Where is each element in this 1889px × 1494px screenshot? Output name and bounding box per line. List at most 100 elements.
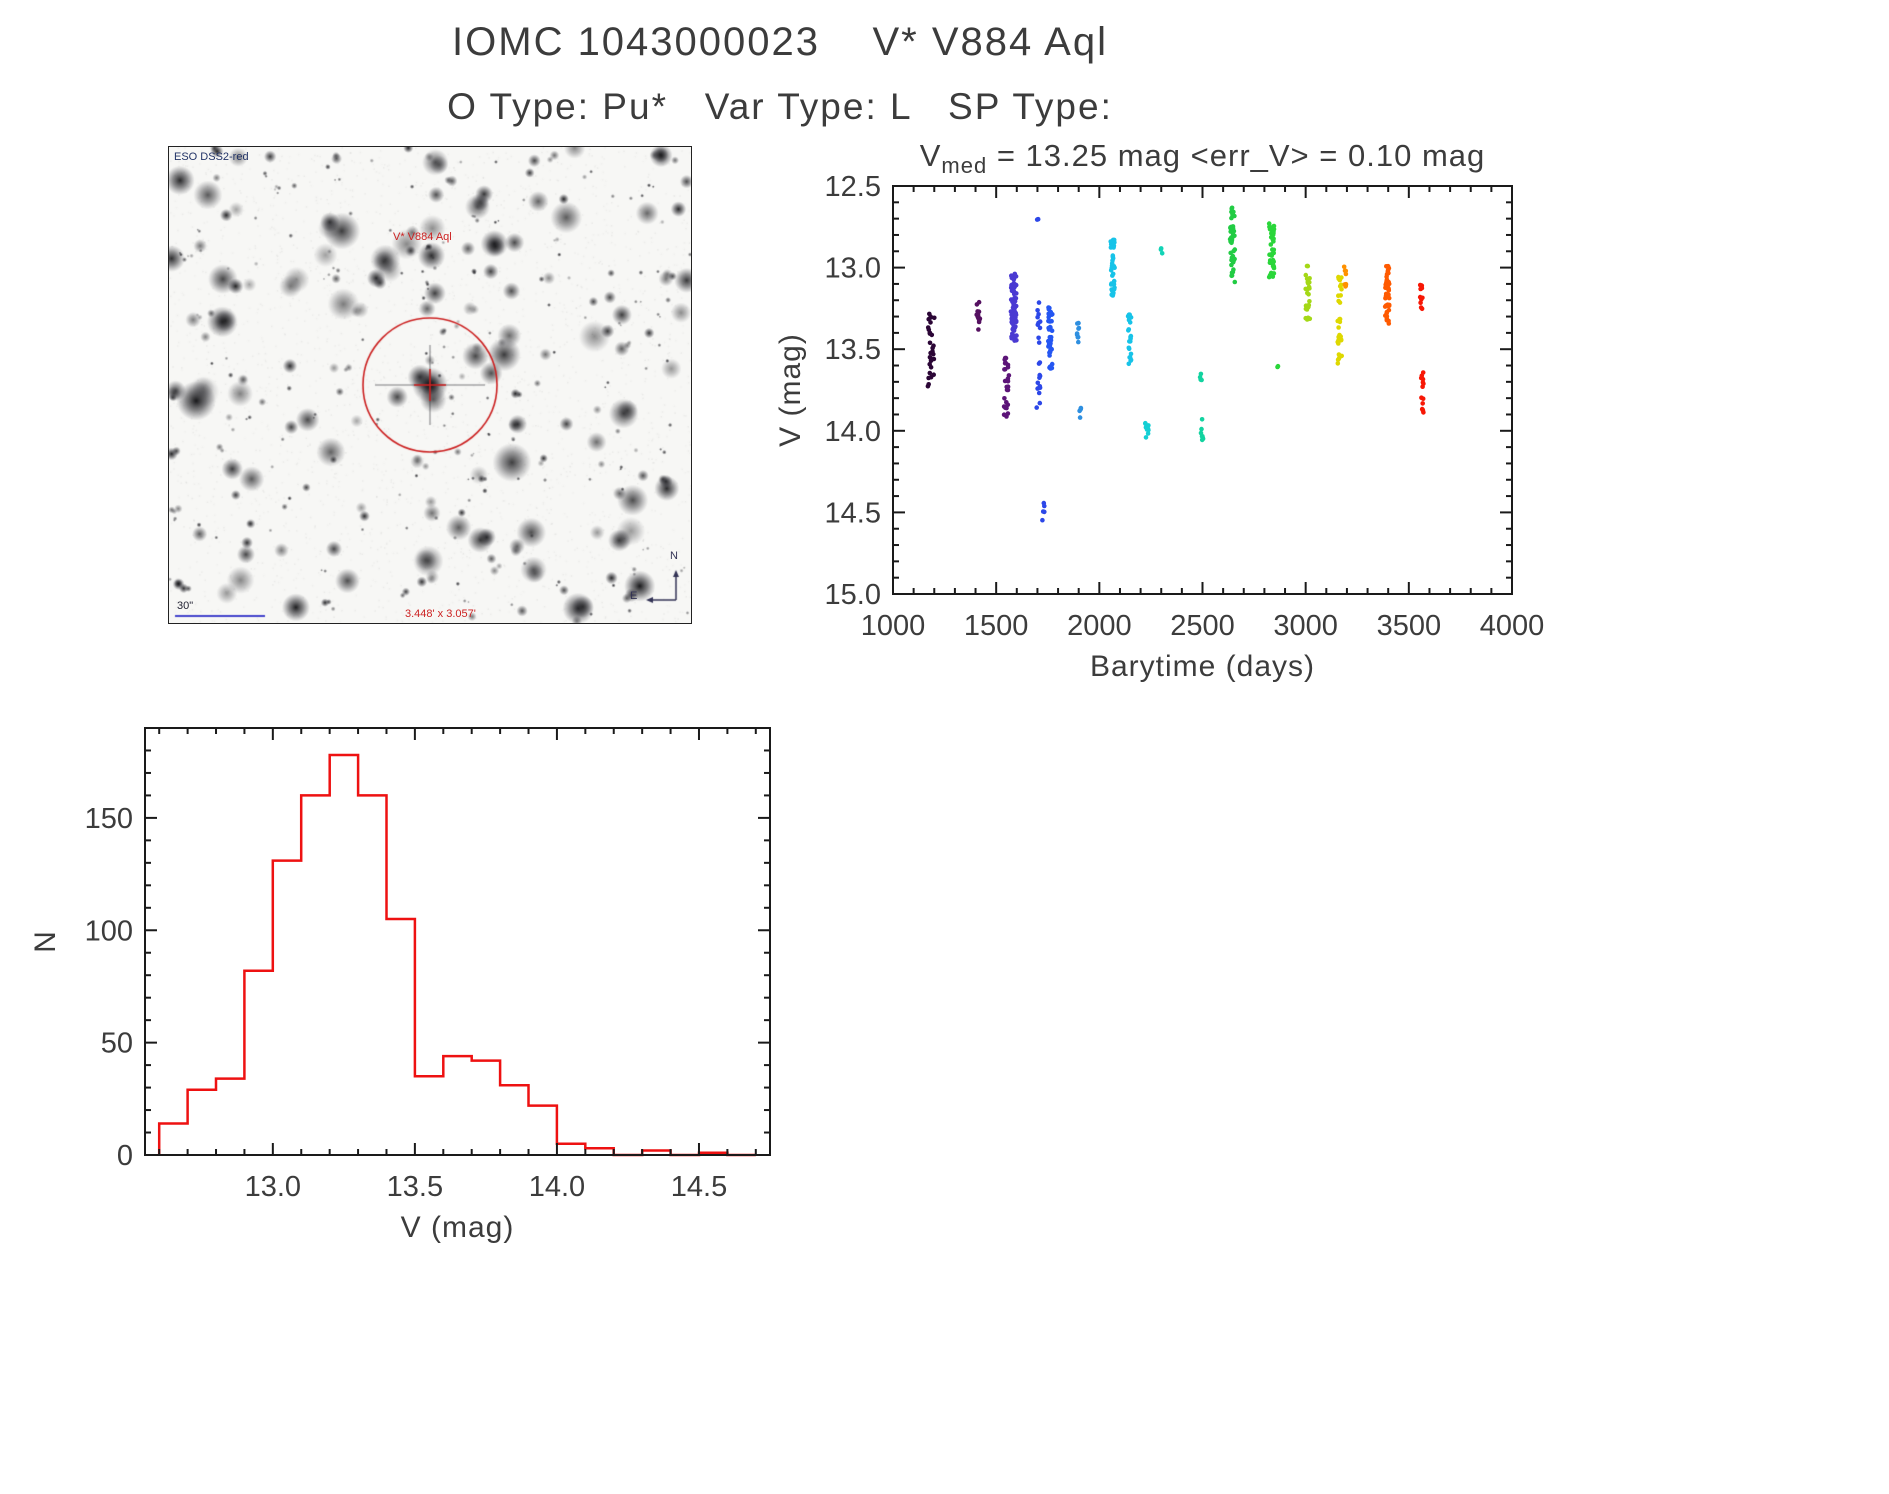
data-point — [928, 320, 933, 325]
data-point — [931, 351, 936, 357]
data-point — [1013, 296, 1019, 301]
data-point — [1268, 242, 1274, 247]
data-point — [927, 370, 933, 376]
data-point — [1305, 315, 1311, 321]
histogram-svg: 13.0 13.5 14.0 14.5 0 50 100 150 V (mag) N — [29, 727, 771, 1244]
data-point — [1126, 327, 1132, 332]
data-point — [1037, 400, 1043, 406]
data-point — [1306, 292, 1311, 297]
data-point — [1143, 421, 1148, 426]
data-point — [1385, 264, 1391, 270]
data-point — [1145, 431, 1151, 436]
data-point — [1110, 271, 1116, 277]
data-point — [1049, 346, 1054, 352]
data-point — [1271, 230, 1276, 236]
data-point — [1228, 239, 1233, 244]
page-subtitle: O Type: Pu* Var Type: L SP Type: — [447, 86, 1113, 127]
data-point — [1339, 287, 1344, 292]
data-point — [1076, 339, 1081, 345]
y-tick-label: 13.5 — [825, 334, 881, 366]
data-point — [1337, 332, 1342, 338]
survey-label: ESO DSS2-red — [174, 151, 249, 163]
data-point — [927, 311, 932, 317]
x-tick-label: 14.5 — [671, 1171, 727, 1203]
data-point — [1199, 426, 1204, 432]
data-point — [1036, 390, 1042, 396]
data-point — [1108, 268, 1114, 273]
data-point — [1037, 319, 1043, 324]
data-point — [1266, 274, 1272, 280]
data-point — [1126, 312, 1132, 317]
data-point — [976, 327, 981, 332]
data-point — [1337, 354, 1342, 360]
data-point — [1013, 324, 1018, 329]
data-point — [1144, 427, 1150, 432]
data-point — [1048, 334, 1054, 340]
data-point — [1009, 316, 1014, 321]
x-tick-label: 13.0 — [245, 1171, 301, 1203]
data-point — [1418, 300, 1423, 306]
data-point — [1338, 293, 1343, 298]
data-point — [976, 309, 982, 314]
y-tick-label: 14.5 — [825, 497, 881, 529]
data-point — [1127, 320, 1133, 325]
data-point — [1335, 361, 1341, 366]
data-point — [1336, 276, 1341, 281]
data-point — [1143, 435, 1149, 440]
data-point — [926, 327, 932, 332]
data-point — [1009, 334, 1014, 340]
data-point — [1109, 292, 1114, 298]
data-point — [1229, 270, 1235, 276]
data-point — [1199, 417, 1205, 422]
data-point — [1047, 353, 1052, 358]
x-tick-label: 3000 — [1273, 610, 1338, 642]
data-point — [1013, 312, 1019, 318]
data-point — [1386, 307, 1392, 313]
data-point — [1303, 286, 1308, 292]
data-point — [1042, 503, 1047, 509]
finding-chart: ESO DSS2-red V* V884 Aql 30" 3.448' x 3.… — [168, 146, 692, 624]
data-point — [1046, 338, 1051, 344]
data-point — [1417, 282, 1423, 288]
data-point — [1049, 318, 1054, 324]
data-point — [1230, 212, 1235, 218]
data-point — [1231, 248, 1236, 254]
data-point — [1303, 272, 1309, 278]
data-point — [1385, 268, 1391, 274]
data-point — [1035, 308, 1040, 313]
data-point — [1269, 251, 1275, 257]
data-point — [1046, 315, 1051, 320]
data-point — [1035, 380, 1041, 386]
data-point — [1267, 260, 1273, 265]
x-tick-label: 4000 — [1480, 610, 1545, 642]
data-point — [1159, 251, 1165, 256]
data-point — [926, 382, 931, 387]
data-point — [931, 343, 936, 348]
data-point — [1011, 300, 1017, 306]
data-point — [1419, 295, 1424, 301]
data-point — [1232, 279, 1238, 285]
data-point — [929, 332, 935, 338]
x-tick-label: 1000 — [861, 610, 926, 642]
data-point — [1012, 306, 1017, 311]
data-point — [1036, 340, 1042, 345]
data-point — [1108, 239, 1113, 244]
data-point — [976, 299, 982, 305]
data-point — [1077, 408, 1082, 414]
data-point — [1011, 291, 1017, 297]
data-point — [1112, 285, 1117, 290]
data-point — [1338, 283, 1344, 288]
data-point — [1110, 258, 1115, 263]
data-point — [1419, 395, 1424, 401]
data-point — [1307, 299, 1312, 304]
x-tick-label: 3500 — [1377, 610, 1442, 642]
data-point — [1002, 367, 1007, 372]
data-point — [1343, 283, 1349, 289]
data-point — [1341, 264, 1347, 270]
data-point — [1198, 371, 1204, 377]
data-point — [1271, 271, 1277, 276]
data-point — [1229, 205, 1235, 211]
data-point — [1337, 338, 1343, 343]
data-point — [1108, 245, 1114, 250]
data-point — [1383, 295, 1388, 301]
